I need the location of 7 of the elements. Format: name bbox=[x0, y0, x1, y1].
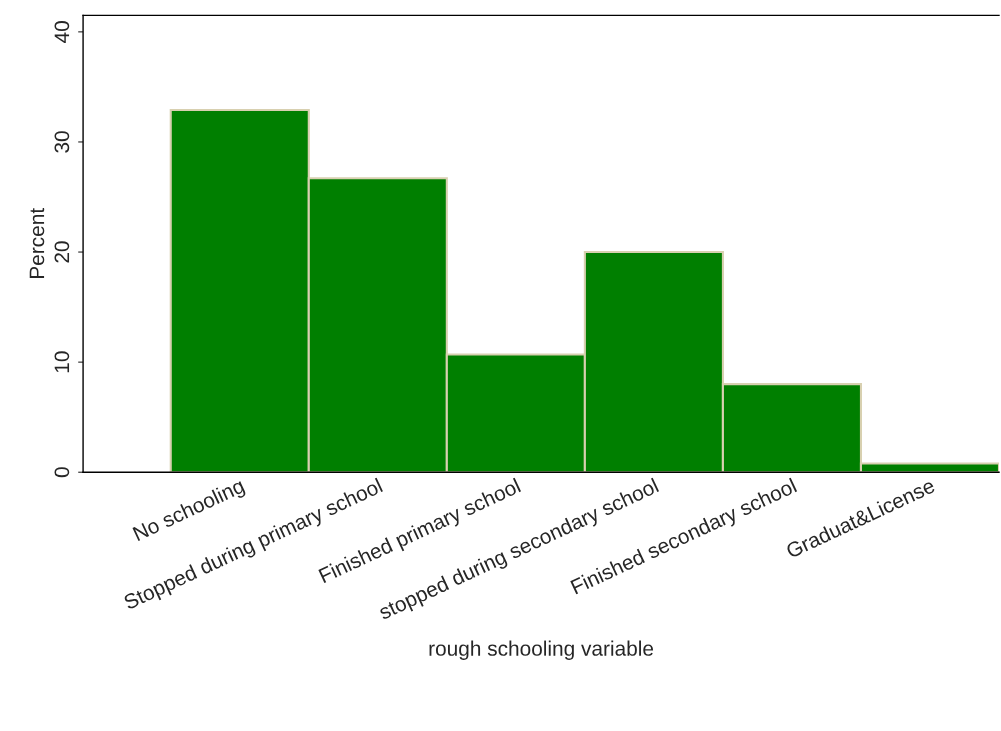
x-axis-title: rough schooling variable bbox=[429, 640, 654, 660]
y-tick-label: 20 bbox=[54, 241, 70, 263]
y-tick-label: 30 bbox=[54, 131, 70, 153]
y-tick-label: 40 bbox=[54, 21, 70, 43]
y-axis-title: Percent bbox=[29, 208, 45, 278]
y-tick-label: 10 bbox=[54, 351, 70, 373]
y-tick-label: 0 bbox=[54, 467, 70, 478]
